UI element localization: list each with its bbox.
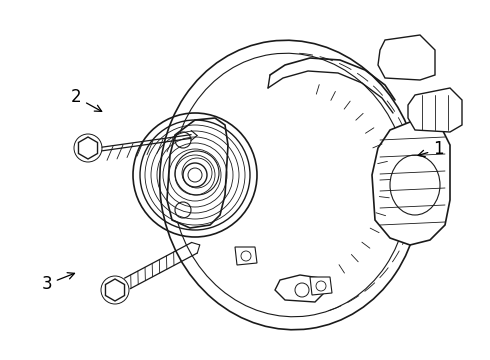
Polygon shape: [105, 279, 124, 301]
Polygon shape: [275, 275, 325, 302]
Polygon shape: [408, 88, 462, 132]
Circle shape: [241, 251, 251, 261]
Polygon shape: [378, 35, 435, 80]
Circle shape: [175, 132, 191, 148]
Polygon shape: [78, 137, 98, 159]
Polygon shape: [235, 247, 257, 265]
Text: 2: 2: [71, 88, 102, 111]
Circle shape: [316, 281, 326, 291]
Polygon shape: [310, 277, 332, 295]
Text: 3: 3: [41, 273, 74, 293]
Circle shape: [175, 202, 191, 218]
Polygon shape: [167, 118, 228, 228]
Circle shape: [295, 283, 309, 297]
Polygon shape: [372, 120, 450, 245]
Text: 1: 1: [418, 140, 444, 158]
